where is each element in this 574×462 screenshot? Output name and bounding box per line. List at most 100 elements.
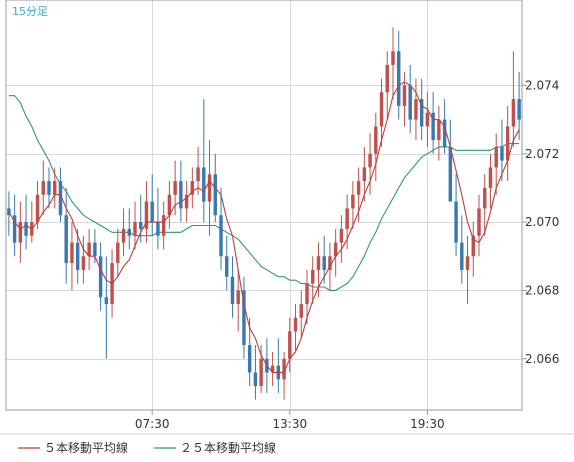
candle-body: [161, 215, 166, 236]
candle-body: [460, 242, 464, 270]
y-tick-label: 2.072: [525, 147, 559, 161]
candle-body: [402, 85, 407, 106]
candle: [75, 228, 80, 284]
candle: [483, 174, 487, 236]
candle-body: [511, 99, 516, 127]
candle-body: [156, 222, 160, 236]
candle: [259, 345, 263, 393]
candle: [230, 256, 235, 318]
candle: [351, 181, 355, 229]
candle: [121, 208, 126, 257]
candle-body: [431, 112, 435, 141]
candle-body: [448, 146, 453, 202]
timeframe-label: 15分足: [12, 5, 48, 18]
candle: [167, 181, 172, 229]
candle: [64, 187, 68, 284]
candle-body: [144, 201, 149, 229]
candle: [288, 317, 292, 373]
candle-body: [368, 153, 372, 168]
candle-body: [322, 256, 326, 270]
candle: [150, 174, 154, 236]
candle: [414, 78, 418, 141]
candle: [202, 99, 206, 223]
candle-body: [500, 146, 504, 161]
candle: [345, 194, 349, 250]
candle-body: [494, 146, 498, 168]
candle-body: [116, 242, 120, 264]
candle-body: [333, 242, 338, 257]
candle-body: [104, 297, 109, 305]
candle-body: [293, 317, 298, 332]
candle: [47, 167, 51, 209]
legend-label-ma25: ２５本移動平均線: [180, 440, 276, 455]
ma5-line: [8, 81, 520, 373]
candle: [379, 78, 384, 147]
candle: [419, 78, 424, 141]
plot-frame: [5, 0, 523, 411]
candle: [247, 317, 252, 387]
candle-body: [345, 208, 349, 229]
x-tick-label: 07:30: [135, 417, 170, 431]
candle-body: [173, 181, 177, 195]
candle: [305, 269, 309, 325]
x-tick-label: 19:30: [410, 417, 445, 431]
candle: [87, 228, 91, 270]
legend: ５本移動平均線 ２５本移動平均線: [18, 440, 276, 455]
candle-body: [328, 256, 332, 270]
candle: [207, 140, 212, 236]
candle: [505, 105, 510, 182]
candle: [270, 351, 275, 387]
candle: [253, 345, 258, 400]
y-tick-label: 2.070: [525, 215, 559, 229]
candle-body: [414, 99, 418, 120]
candle: [133, 201, 137, 250]
candle-body: [391, 51, 395, 65]
candle-body: [425, 112, 430, 127]
candle: [81, 235, 86, 284]
candle-body: [282, 358, 286, 380]
candle-body: [24, 222, 28, 236]
candle-body: [311, 269, 315, 284]
y-tick-label: 2.074: [525, 78, 559, 92]
candle-body: [477, 208, 481, 236]
candle-body: [299, 304, 303, 318]
candle-body: [362, 167, 367, 182]
candle-body: [351, 194, 355, 209]
candle: [144, 181, 149, 243]
candle-body: [87, 242, 91, 257]
candle: [242, 276, 246, 359]
candle-body: [12, 215, 17, 243]
candle: [494, 133, 498, 195]
candle: [339, 215, 344, 264]
candle-body: [442, 119, 447, 147]
candle-body: [488, 167, 493, 188]
ma5-layer: [8, 81, 520, 373]
y-tick-label: 2.068: [525, 283, 559, 297]
candle: [98, 242, 103, 311]
candle: [311, 256, 315, 305]
candle: [104, 256, 109, 359]
candle: [156, 187, 160, 250]
candle-body: [98, 256, 103, 298]
candle-body: [121, 228, 126, 243]
candle: [374, 112, 378, 182]
candle-body: [150, 201, 154, 223]
legend-label-ma5: ５本移動平均線: [44, 440, 128, 455]
candle-body: [81, 256, 86, 270]
candle: [517, 71, 521, 141]
candle-body: [397, 51, 401, 106]
candle-body: [465, 256, 470, 270]
candle-body: [242, 290, 246, 346]
candle-body: [356, 181, 361, 195]
candle-body: [207, 174, 212, 202]
candle-body: [379, 92, 384, 127]
candle: [402, 71, 407, 127]
candle: [448, 119, 453, 202]
candle: [161, 201, 166, 250]
candle-body: [259, 358, 263, 387]
candle: [24, 194, 28, 250]
candle-body: [483, 187, 487, 209]
